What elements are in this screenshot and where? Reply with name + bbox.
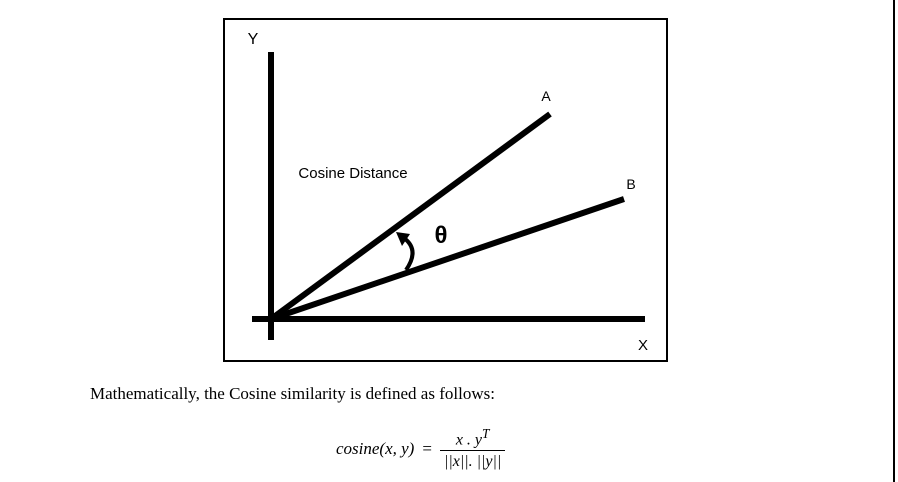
angle-arc	[402, 236, 415, 272]
formula-fraction: x . yT ||x||. ||y||	[439, 426, 506, 471]
cosine-formula: cosine(x, y) = x . yT ||x||. ||y||	[336, 426, 506, 471]
formula-numerator-sup: T	[482, 426, 490, 441]
vector-b-label: B	[626, 176, 635, 192]
vector-b-line	[270, 196, 625, 322]
cosine-distance-diagram: Y X A B Cosine Distance θ	[248, 31, 648, 354]
cosine-distance-label: Cosine Distance	[298, 165, 407, 182]
vector-a-line	[269, 111, 552, 322]
page-right-border	[893, 0, 895, 482]
formula-lhs: cosine(x, y)	[336, 438, 415, 458]
caption-text: Mathematically, the Cosine similarity is…	[90, 384, 495, 403]
angle-arrowhead-icon	[396, 232, 410, 246]
formula-numerator-base: x . y	[455, 431, 483, 449]
formula-numerator: x . yT	[452, 426, 494, 450]
formula-equals: =	[422, 438, 432, 458]
y-axis-label: Y	[248, 31, 259, 48]
angle-theta-label: θ	[435, 222, 448, 249]
vector-a-label: A	[541, 88, 551, 104]
x-axis-label: X	[638, 337, 648, 354]
formula-denominator: ||x||. ||y||	[439, 450, 506, 471]
diagram-frame	[223, 18, 668, 362]
